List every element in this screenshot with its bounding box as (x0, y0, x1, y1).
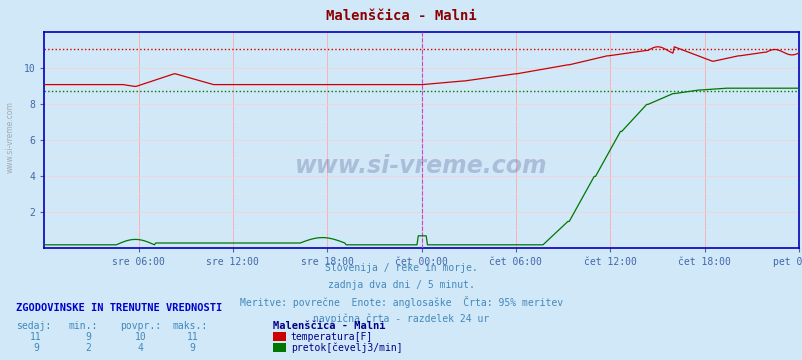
Text: temperatura[F]: temperatura[F] (290, 332, 372, 342)
Text: www.si-vreme.com: www.si-vreme.com (295, 154, 547, 178)
Text: www.si-vreme.com: www.si-vreme.com (6, 101, 14, 173)
Text: 9: 9 (189, 343, 196, 353)
Text: maks.:: maks.: (172, 321, 208, 332)
Text: 2: 2 (85, 343, 91, 353)
Text: zadnja dva dni / 5 minut.: zadnja dva dni / 5 minut. (328, 280, 474, 290)
Text: pretok[čevelj3/min]: pretok[čevelj3/min] (290, 342, 402, 353)
Text: 9: 9 (85, 332, 91, 342)
Text: Malenščica - Malni: Malenščica - Malni (273, 321, 385, 332)
Text: povpr.:: povpr.: (120, 321, 161, 332)
Text: 10: 10 (135, 332, 146, 342)
Text: Slovenija / reke in morje.: Slovenija / reke in morje. (325, 263, 477, 273)
Text: 9: 9 (33, 343, 39, 353)
Text: Malenščica - Malni: Malenščica - Malni (326, 9, 476, 23)
Text: 11: 11 (187, 332, 198, 342)
Text: min.:: min.: (68, 321, 98, 332)
Text: ZGODOVINSKE IN TRENUTNE VREDNOSTI: ZGODOVINSKE IN TRENUTNE VREDNOSTI (16, 303, 222, 313)
Text: sedaj:: sedaj: (16, 321, 51, 332)
Text: navpična črta - razdelek 24 ur: navpična črta - razdelek 24 ur (313, 313, 489, 324)
Text: 4: 4 (137, 343, 144, 353)
Text: Meritve: povrečne  Enote: anglosaške  Črta: 95% meritev: Meritve: povrečne Enote: anglosaške Črta… (240, 297, 562, 309)
Text: 11: 11 (30, 332, 42, 342)
